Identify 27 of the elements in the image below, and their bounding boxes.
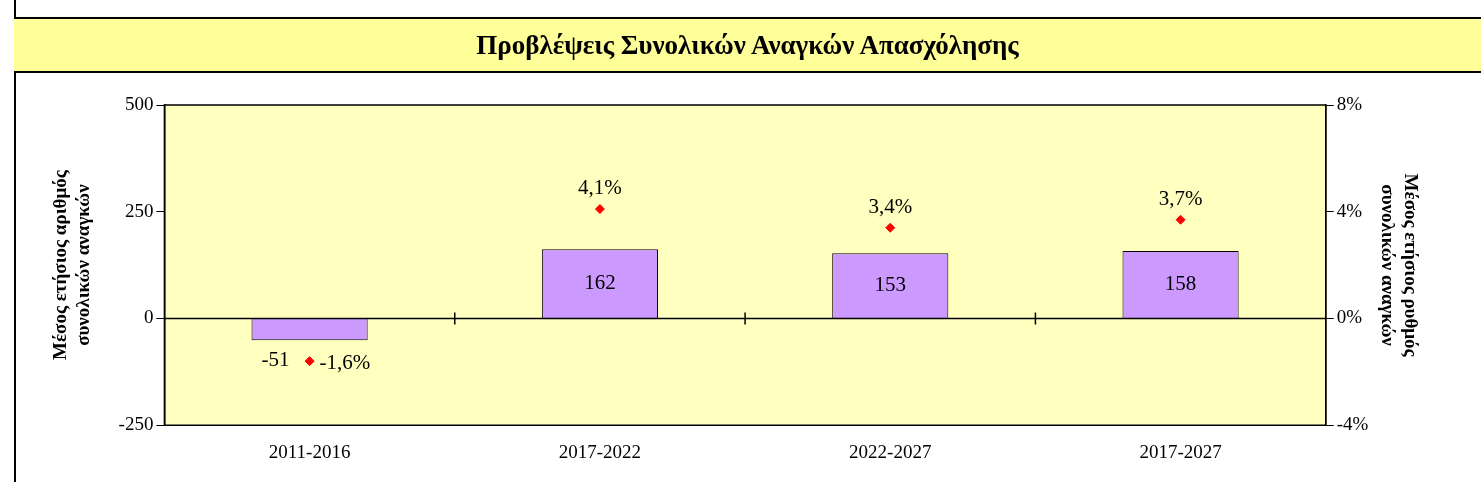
point [885,222,896,233]
point [1175,214,1186,225]
y2-tick-label: 0% [1336,306,1363,328]
chart-title: Προβλέψεις Συνολικών Αναγκών Απασχόλησης [14,17,1481,73]
x-tick-label: 2017-2022 [558,440,642,462]
y-axis-title: Μέσος ετήσιος αριθμός συνολικών αναγκών [49,169,94,360]
y2-tick-label: 8% [1336,92,1363,114]
data-label: 4,1% [578,175,622,200]
y-tick-label: 250 [124,199,154,221]
y2-axis-title: Μέσος ετήσιος ρυθμός συνολικών αναγκών [1377,173,1422,358]
y2-tick-label: 4% [1336,199,1363,221]
x-tick-label: 2022-2027 [849,440,932,462]
data-label: 158 [1164,271,1197,295]
y-tick-label: -250 [118,413,154,435]
data-label: 153 [874,272,906,297]
data-label: 162 [584,270,616,295]
y2-tick-label: -4% [1336,413,1369,435]
data-label: -51 [261,346,290,371]
data-label: 3,7% [1158,185,1203,210]
point [304,356,315,367]
x-tick-label: 2017-2027 [1139,440,1222,462]
data-label: -1,6% [319,349,371,374]
y-tick-label: 500 [124,92,154,114]
x-tick-label: 2011-2016 [268,440,351,462]
data-label: 3,4% [868,193,913,218]
y-tick-label: 0 [143,306,154,328]
point [594,204,605,215]
